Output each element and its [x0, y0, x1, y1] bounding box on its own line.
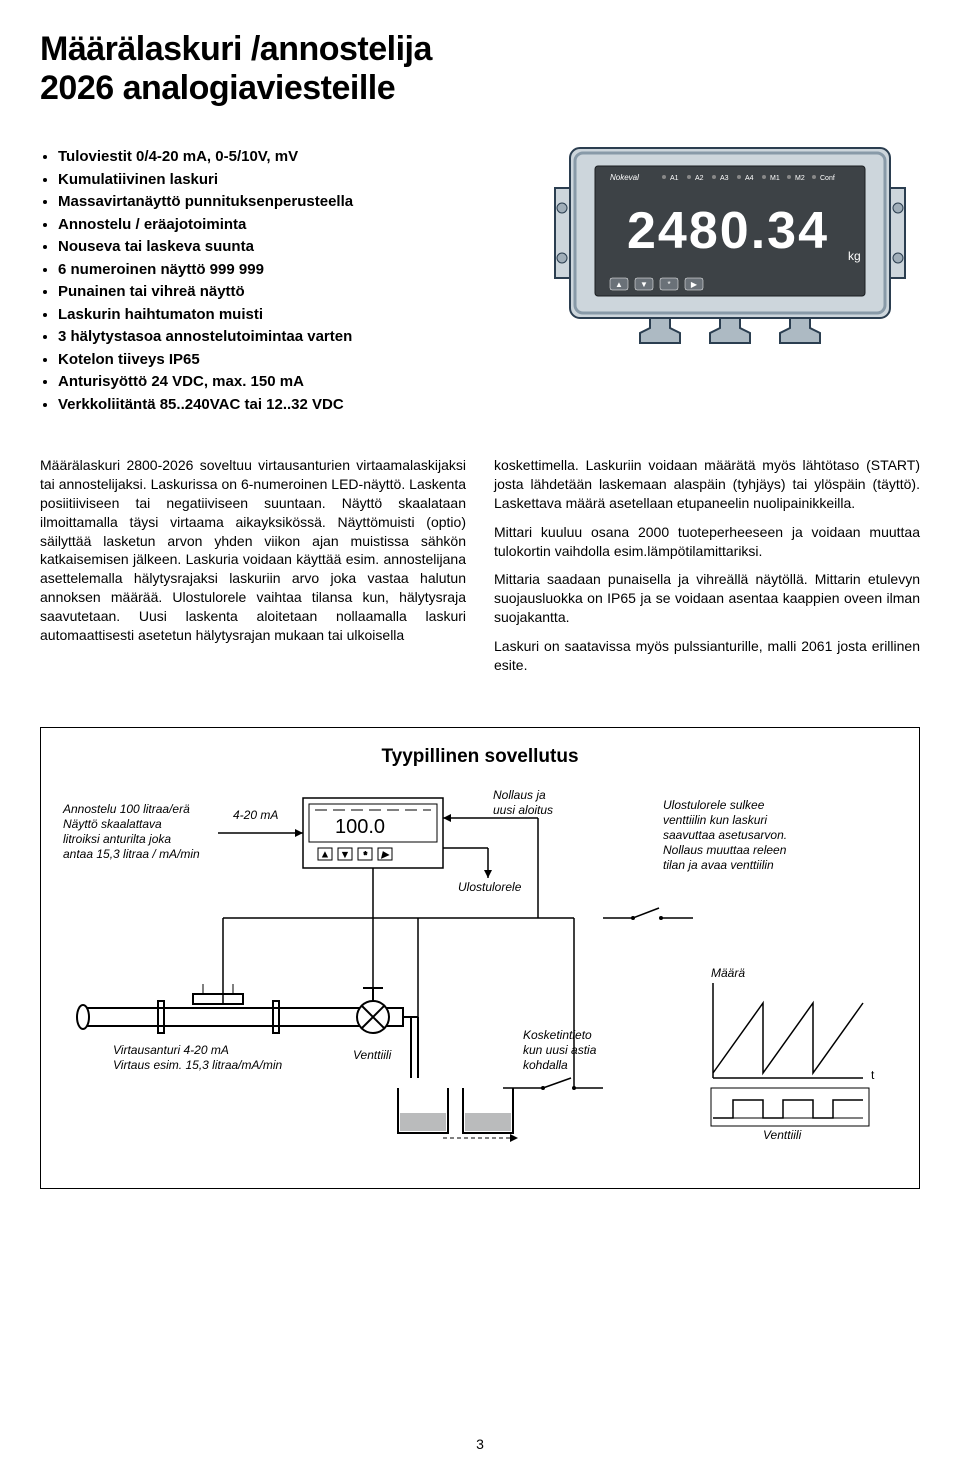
bullet-item: Annostelu / eräajotoiminta	[58, 214, 470, 237]
application-box: Tyypillinen sovellutus ▲ ▼ * ▶	[40, 727, 920, 1189]
bullet-item: Massavirtanäyttö punnituksenperusteella	[58, 191, 470, 214]
svg-text:Conf: Conf	[820, 175, 835, 182]
svg-text:M1: M1	[770, 175, 780, 182]
device-unit: kg	[848, 249, 861, 263]
device-display-text: 2480.34	[627, 202, 829, 260]
right-col-p4: Laskuri on saatavissa myös pulssianturil…	[494, 637, 920, 675]
svg-text:A2: A2	[695, 175, 704, 182]
svg-text:▶: ▶	[381, 850, 389, 859]
svg-text:▶: ▶	[691, 280, 698, 289]
bullet-item: 3 hälytystasoa annostelutoimintaa varten	[58, 326, 470, 349]
left-column: Määrälaskuri 2800-2026 soveltuu virtausa…	[40, 456, 466, 685]
app-reset: Nollaus ja uusi aloitus	[493, 788, 553, 818]
device-brand: Nokeval	[610, 173, 639, 182]
right-col-p3: Mittaria saadaan punaisella ja vihreällä…	[494, 570, 920, 627]
application-diagram: ▲ ▼ * ▶	[63, 788, 893, 1158]
svg-text:*: *	[667, 280, 670, 289]
app-output-relay: Ulostulorele	[458, 880, 521, 895]
bullet-item: Verkkoliitäntä 85..240VAC tai 12..32 VDC	[58, 394, 470, 417]
feature-bullets: Tuloviestit 0/4-20 mA, 0-5/10V, mV Kumul…	[40, 146, 470, 416]
description-columns: Määrälaskuri 2800-2026 soveltuu virtausa…	[40, 456, 920, 685]
app-time-axis: t	[871, 1068, 874, 1083]
bullet-item: Laskurin haihtumaton muisti	[58, 304, 470, 327]
page-number: 3	[476, 1436, 484, 1452]
app-valve2: Venttiili	[763, 1128, 801, 1143]
app-contact: Kosketintieto kun uusi astia kohdalla	[523, 1028, 596, 1073]
svg-text:A1: A1	[670, 175, 679, 182]
left-col-text: Määrälaskuri 2800-2026 soveltuu virtausa…	[40, 456, 466, 645]
app-amount: Määrä	[711, 966, 745, 981]
application-title: Tyypillinen sovellutus	[63, 746, 897, 768]
right-column: koskettimella. Laskuriin voidaan määrätä…	[494, 456, 920, 685]
panel-display-value: 100.0	[335, 816, 385, 839]
app-left-text: Annostelu 100 litraa/erä Näyttö skaalatt…	[63, 802, 218, 862]
bullet-item: Nouseva tai laskeva suunta	[58, 236, 470, 259]
svg-text:▲: ▲	[615, 280, 623, 289]
svg-text:▲: ▲	[321, 850, 329, 859]
bullet-item: Punainen tai vihreä näyttö	[58, 281, 470, 304]
app-sensor: Virtausanturi 4-20 mA Virtaus esim. 15,3…	[113, 1043, 282, 1073]
title-line1: Määrälaskuri /annostelija	[40, 30, 920, 69]
right-col-p1: koskettimella. Laskuriin voidaan määrätä…	[494, 456, 920, 513]
bullet-item: Tuloviestit 0/4-20 mA, 0-5/10V, mV	[58, 146, 470, 169]
app-valve-label: Venttiili	[353, 1048, 391, 1063]
svg-text:▼: ▼	[640, 280, 648, 289]
top-row: Tuloviestit 0/4-20 mA, 0-5/10V, mV Kumul…	[40, 128, 920, 416]
device-illustration: 2480.34 kg Nokeval A1A2A3 A4M1M2 Conf ▲ …	[540, 128, 920, 368]
right-col-p2: Mittari kuuluu osana 2000 tuoteperheesee…	[494, 523, 920, 561]
app-signal: 4-20 mA	[233, 808, 278, 823]
bullet-item: Anturisyöttö 24 VDC, max. 150 mA	[58, 371, 470, 394]
bullet-item: 6 numeroinen näyttö 999 999	[58, 259, 470, 282]
title-line2: 2026 analogiaviesteille	[40, 69, 920, 108]
svg-text:M2: M2	[795, 175, 805, 182]
svg-text:A4: A4	[745, 175, 754, 182]
svg-text:▼: ▼	[341, 850, 349, 859]
app-right-text: Ulostulorele sulkee venttiilin kun lasku…	[663, 798, 873, 873]
svg-text:A3: A3	[720, 175, 729, 182]
bullet-item: Kotelon tiiveys IP65	[58, 349, 470, 372]
svg-text:*: *	[363, 850, 367, 860]
bullet-item: Kumulatiivinen laskuri	[58, 169, 470, 192]
